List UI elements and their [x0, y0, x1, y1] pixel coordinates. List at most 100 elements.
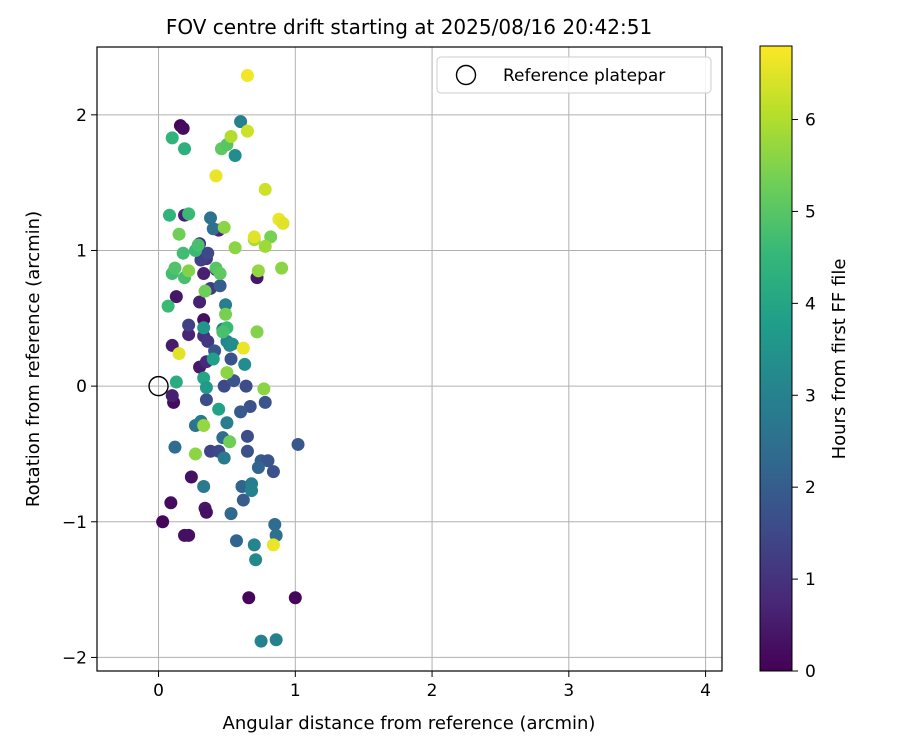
colorbar-tick-label: 0: [805, 662, 816, 682]
data-point: [251, 264, 265, 278]
data-point: [172, 227, 186, 241]
data-point: [217, 379, 231, 393]
x-tick-label: 1: [290, 681, 301, 701]
data-point: [165, 131, 179, 145]
data-point: [291, 437, 305, 451]
data-point: [234, 115, 248, 129]
data-point: [236, 493, 250, 507]
data-point: [217, 451, 231, 465]
y-axis-label: Rotation from reference (arcmin): [23, 211, 44, 507]
plot-frame: [96, 46, 723, 672]
data-point: [169, 290, 183, 304]
data-point: [251, 461, 265, 475]
data-point: [247, 230, 261, 244]
x-tick-label: 2: [427, 681, 438, 701]
data-point: [228, 149, 242, 163]
data-point: [220, 416, 234, 430]
data-point: [199, 393, 213, 407]
data-point: [182, 264, 196, 278]
data-point: [240, 429, 254, 443]
data-point: [216, 325, 230, 339]
colorbar-gradient: [760, 46, 792, 671]
data-point: [197, 321, 211, 335]
data-point: [176, 246, 190, 260]
legend-box: [436, 56, 712, 94]
data-point: [240, 68, 254, 82]
x-tick-label: 3: [563, 681, 574, 701]
data-point: [276, 216, 290, 230]
x-axis-ticks: 0 1 2 3 4: [153, 671, 711, 701]
data-point: [254, 634, 268, 648]
legend-label: Reference platepar: [503, 66, 665, 86]
colorbar-tick-label: 2: [805, 478, 816, 498]
x-tick-label: 0: [153, 681, 164, 701]
colorbar-tick-label: 4: [805, 294, 816, 314]
y-tick-label: 0: [76, 377, 87, 397]
data-point: [275, 261, 289, 275]
reference-marker: [148, 375, 169, 397]
reference-point: [148, 375, 169, 397]
data-point: [236, 341, 250, 355]
data-point: [219, 307, 233, 321]
data-point: [206, 352, 220, 366]
colorbar-label: Hours from first FF file: [829, 259, 850, 460]
data-point: [258, 239, 272, 253]
data-point: [197, 418, 211, 432]
data-point: [223, 435, 237, 449]
colorbar: 0 1 2 3 4 5 6 Hours from first FF file: [759, 45, 850, 682]
data-point: [224, 130, 238, 144]
legend-marker: [455, 64, 477, 86]
data-point: [182, 328, 196, 342]
data-point: [264, 230, 278, 244]
data-point: [228, 241, 242, 255]
data-point: [266, 465, 280, 479]
data-point: [234, 405, 248, 419]
data-point: [238, 357, 252, 371]
data-point: [198, 284, 212, 298]
y-axis-ticks: −2 −1 0 1 2: [62, 106, 97, 668]
data-point: [165, 389, 179, 403]
data-point: [204, 211, 218, 225]
data-point: [193, 295, 207, 309]
data-point: [250, 325, 264, 339]
data-point: [261, 454, 275, 468]
data-point: [188, 447, 202, 461]
data-point: [197, 267, 211, 281]
data-point: [242, 591, 256, 605]
data-point: [182, 207, 196, 221]
data-point: [168, 440, 182, 454]
legend: Reference platepar: [436, 56, 712, 94]
data-point: [269, 633, 283, 647]
data-point: [240, 444, 254, 458]
data-point: [213, 267, 227, 281]
chart-title: FOV centre drift starting at 2025/08/16 …: [166, 15, 652, 39]
data-point: [240, 124, 254, 138]
colorbar-frame: [759, 45, 793, 672]
y-tick-label: −2: [62, 648, 87, 668]
data-point: [161, 299, 175, 313]
data-point: [229, 534, 243, 548]
colorbar-tick-label: 3: [805, 386, 816, 406]
data-point: [156, 515, 170, 529]
data-points: [156, 68, 305, 648]
data-point: [162, 208, 176, 222]
data-point: [164, 496, 178, 510]
data-point: [247, 538, 261, 552]
data-point: [217, 220, 231, 234]
data-point: [168, 261, 182, 275]
data-point: [209, 169, 223, 183]
data-point: [257, 382, 271, 396]
data-point: [220, 366, 234, 380]
data-point: [199, 505, 213, 519]
data-point: [268, 517, 282, 531]
data-point: [201, 334, 215, 348]
data-point: [182, 318, 196, 332]
colorbar-tick-label: 5: [805, 202, 816, 222]
data-point: [245, 484, 259, 498]
data-point: [169, 375, 183, 389]
data-point: [201, 246, 215, 260]
data-point: [225, 337, 239, 351]
data-point: [199, 380, 213, 394]
data-point: [243, 399, 257, 413]
